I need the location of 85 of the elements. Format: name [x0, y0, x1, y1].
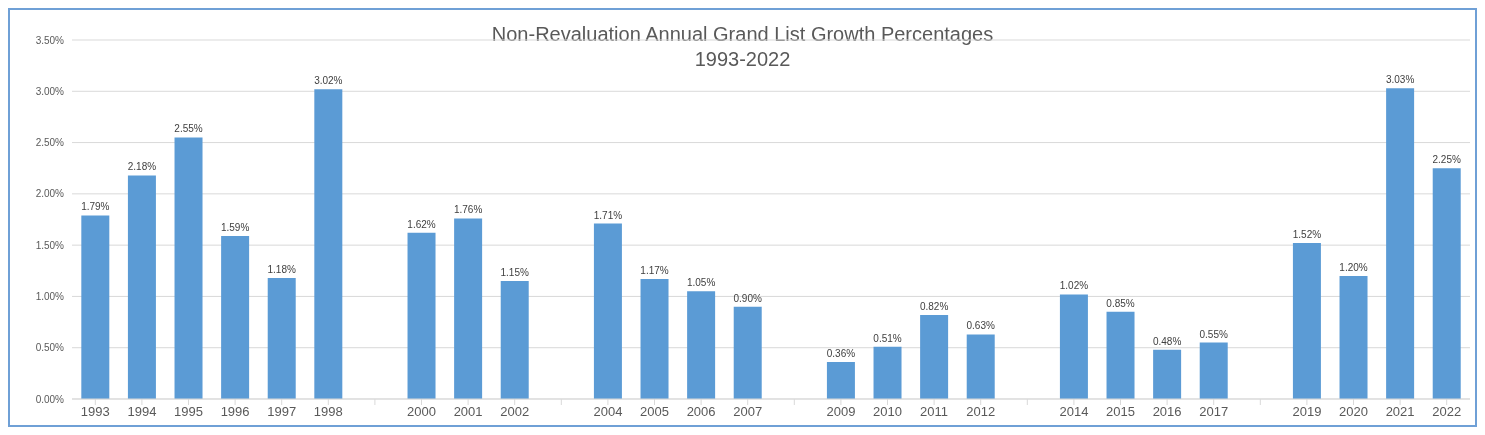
bar	[1339, 275, 1368, 399]
x-tick-label: 2020	[1339, 404, 1368, 420]
bar	[127, 175, 156, 399]
y-tick-label: 1.50%	[35, 239, 65, 251]
x-tick-label: 2015	[1106, 404, 1135, 420]
x-tick-label: 1995	[174, 404, 203, 420]
data-label: 0.63%	[966, 320, 995, 332]
x-tick-label: 1997	[267, 404, 297, 420]
bar	[1153, 349, 1182, 399]
data-label: 1.20%	[1339, 261, 1368, 273]
data-label: 0.51%	[873, 332, 902, 344]
data-label: 2.25%	[1432, 154, 1461, 166]
data-label: 1.15%	[500, 267, 529, 279]
data-label: 3.02%	[314, 75, 343, 87]
x-tick-label: 2007	[733, 404, 763, 420]
data-label: 2.18%	[127, 161, 157, 173]
bar	[407, 232, 436, 399]
data-label: 1.76%	[453, 204, 483, 216]
x-tick-label: 2019	[1292, 404, 1322, 420]
x-tick-label: 2012	[966, 404, 996, 420]
bar	[966, 334, 995, 399]
bar	[314, 89, 343, 399]
y-tick-label: 3.00%	[35, 85, 65, 97]
data-label: 1.79%	[81, 201, 110, 213]
x-tick-label: 2021	[1385, 404, 1415, 420]
data-label: 1.59%	[220, 221, 250, 233]
bar	[920, 314, 949, 399]
x-tick-label: 2010	[873, 404, 902, 420]
bar	[687, 291, 716, 399]
y-tick-label: 2.00%	[35, 188, 65, 200]
x-tick-label: 1998	[313, 404, 343, 420]
data-label: 0.48%	[1152, 335, 1182, 347]
x-tick-label: 2011	[920, 404, 949, 420]
bar	[81, 215, 110, 399]
y-tick-label: 3.50%	[35, 34, 65, 46]
x-tick-label: 2017	[1199, 404, 1229, 420]
x-tick-label: 2002	[500, 404, 530, 420]
x-tick-label: 1996	[220, 404, 250, 420]
bar	[1432, 168, 1461, 399]
x-tick-label: 1993	[80, 404, 110, 420]
y-tick-label: 0.50%	[35, 342, 65, 354]
bar	[1199, 342, 1228, 399]
data-label: 3.03%	[1385, 74, 1415, 86]
x-tick-label: 2014	[1059, 404, 1089, 420]
chart-title: Non-Revaluation Annual Grand List Growth Percentages	[491, 23, 994, 45]
data-label: 1.17%	[640, 264, 669, 276]
data-label: 1.18%	[267, 263, 296, 275]
x-tick-label: 2001	[453, 404, 483, 420]
data-label: 1.71%	[593, 209, 623, 221]
data-label: 1.02%	[1059, 280, 1089, 292]
bar	[733, 306, 762, 399]
data-label: 0.82%	[919, 300, 949, 312]
bar	[1059, 294, 1088, 399]
chart-subtitle: 1993-2022	[693, 47, 792, 72]
bar	[1106, 311, 1135, 399]
data-label: 1.52%	[1292, 229, 1322, 241]
x-tick-label: 2016	[1152, 404, 1182, 420]
x-tick-label: 2000	[407, 404, 436, 420]
x-tick-label: 2005	[640, 404, 669, 420]
bar	[174, 137, 203, 399]
y-tick-label: 1.00%	[35, 290, 65, 302]
data-label: 1.62%	[407, 218, 436, 230]
x-tick-label: 1994	[127, 404, 157, 420]
data-label: 1.05%	[686, 277, 716, 289]
y-tick-label: 2.50%	[35, 137, 65, 149]
data-label: 0.90%	[733, 292, 762, 304]
x-tick-label: 2004	[593, 404, 623, 420]
bar	[640, 278, 669, 399]
data-label: 0.85%	[1106, 297, 1135, 309]
data-label: 0.36%	[826, 348, 856, 360]
bar	[826, 362, 855, 399]
bar	[1386, 88, 1415, 399]
bar	[1292, 243, 1321, 399]
x-tick-label: 2022	[1432, 404, 1462, 420]
bar	[221, 235, 250, 399]
data-label: 0.55%	[1199, 328, 1228, 340]
bar	[873, 346, 902, 399]
bar	[593, 223, 622, 399]
x-tick-label: 2009	[826, 404, 856, 420]
data-label: 2.55%	[174, 123, 203, 135]
bar	[500, 281, 529, 399]
y-tick-label: 0.00%	[35, 393, 65, 405]
bar	[454, 218, 483, 399]
x-tick-label: 2006	[686, 404, 716, 420]
bar	[267, 277, 296, 399]
